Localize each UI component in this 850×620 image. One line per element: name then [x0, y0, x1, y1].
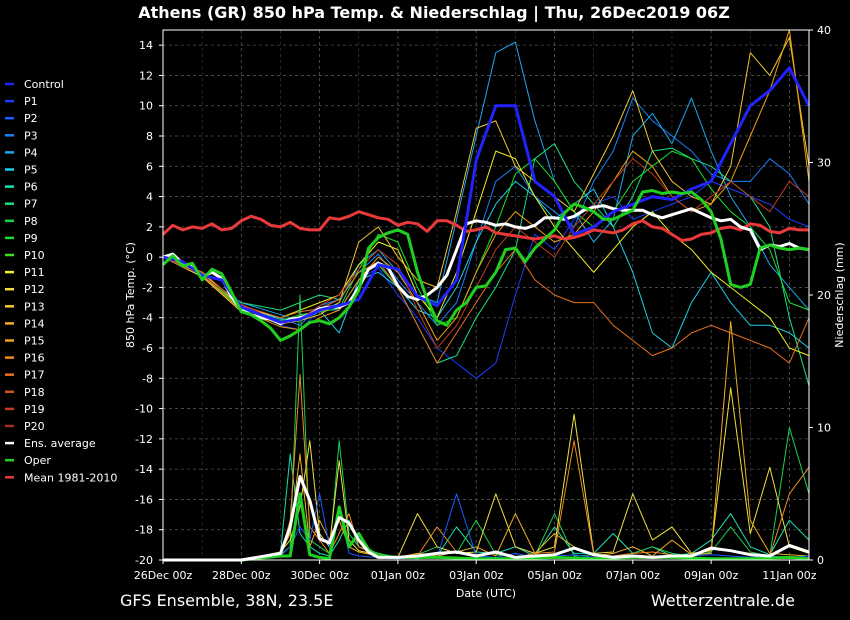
- date-tick-label: 03Jan 00z: [449, 569, 503, 582]
- legend-label: P7: [24, 198, 38, 211]
- series-p11-temp: [162, 150, 810, 357]
- legend-label: Ens. average: [24, 437, 96, 450]
- series-p15-temp: [162, 29, 810, 341]
- temp-tick-label: -6: [142, 342, 153, 355]
- temp-tick-label: -16: [135, 493, 153, 506]
- temp-tick-label: -20: [135, 554, 153, 567]
- series-ens-average-precip: [163, 475, 810, 562]
- y-axis-label-left: 850 hPa Temp. (°C): [124, 242, 137, 348]
- legend-label: P20: [24, 420, 45, 433]
- series-layer: [161, 29, 811, 562]
- temp-tick-label: 2: [146, 221, 153, 234]
- temp-tick-label: 10: [139, 100, 153, 113]
- date-tick-label: 01Jan 00z: [371, 569, 425, 582]
- legend-label: Control: [24, 78, 64, 91]
- y-axis-label-right: Niederschlag (mm): [833, 242, 846, 347]
- x-axis-label: Date (UTC): [456, 587, 516, 600]
- legend-label: P17: [24, 369, 45, 382]
- precip-tick-label: 20: [817, 289, 831, 302]
- legend-label: P18: [24, 386, 45, 399]
- temp-tick-label: -8: [142, 372, 153, 385]
- temp-tick-label: 6: [146, 160, 153, 173]
- date-tick-label: 28Dec 00z: [212, 569, 271, 582]
- legend-label: P3: [24, 129, 38, 142]
- legend-label: P11: [24, 266, 45, 279]
- date-tick-label: 26Dec 00z: [134, 569, 193, 582]
- legend-label: P1: [24, 95, 38, 108]
- series-control-temp: [162, 66, 811, 324]
- legend: Control P1 P2 P3 P4 P5 P6 P7 P8 P9 P10 P11 P12 P13 P14…: [5, 78, 117, 484]
- legend-label: P2: [24, 112, 38, 125]
- chart-title: Athens (GR) 850 hPa Temp. & Niederschlag…: [138, 3, 730, 23]
- legend-label: P10: [24, 249, 45, 262]
- temp-tick-label: 14: [139, 39, 153, 52]
- precip-tick-label: 0: [817, 554, 824, 567]
- date-axis: 26Dec 00z 28Dec 00z 30Dec 00z 01Jan 00z 03Ja…: [134, 560, 817, 582]
- temp-tick-label: -10: [135, 403, 153, 416]
- date-tick-label: 11Jan 00z: [762, 569, 816, 582]
- temp-tick-label: -4: [142, 312, 153, 325]
- legend-label: P16: [24, 352, 45, 365]
- legend-label: P12: [24, 283, 45, 296]
- legend-label: P13: [24, 300, 45, 313]
- precip-tick-label: 30: [817, 157, 831, 170]
- legend-label: P8: [24, 215, 38, 228]
- footer-left: GFS Ensemble, 38N, 23.5E: [120, 591, 333, 610]
- legend-label: P15: [24, 335, 45, 348]
- legend-label: P19: [24, 403, 45, 416]
- temp-tick-label: -18: [135, 524, 153, 537]
- temp-tick-label: 4: [146, 191, 153, 204]
- date-tick-label: 09Jan 00z: [684, 569, 738, 582]
- legend-label: Mean 1981-2010: [24, 471, 117, 484]
- legend-label: P14: [24, 317, 45, 330]
- temp-tick-label: 0: [146, 251, 153, 264]
- legend-label: P4: [24, 146, 38, 159]
- date-tick-label: 05Jan 00z: [527, 569, 581, 582]
- precip-tick-label: 40: [817, 24, 831, 37]
- temp-tick-label: 12: [139, 69, 153, 82]
- legend-label: P9: [24, 232, 38, 245]
- temp-axis: 14 12 10 8 6 4 2 0 -2 -4 -6 -8 -10 -12 -14 -16 -18 -20: [135, 39, 163, 567]
- legend-label: Oper: [24, 454, 51, 467]
- legend-label: P6: [24, 181, 38, 194]
- footer-right: Wetterzentrale.de: [651, 591, 795, 610]
- series-mean-1981-2010-temp: [161, 210, 809, 242]
- temp-tick-label: -14: [135, 463, 153, 476]
- date-tick-label: 07Jan 00z: [606, 569, 660, 582]
- series-oper-temp: [161, 189, 810, 342]
- temp-tick-label: 8: [146, 130, 153, 143]
- date-tick-label: 30Dec 00z: [290, 569, 349, 582]
- precip-tick-label: 10: [817, 422, 831, 435]
- legend-label: P5: [24, 164, 38, 177]
- temp-tick-label: -2: [142, 281, 153, 294]
- precip-axis: 0 10 20 30 40: [809, 24, 831, 567]
- temp-tick-label: -12: [135, 433, 153, 446]
